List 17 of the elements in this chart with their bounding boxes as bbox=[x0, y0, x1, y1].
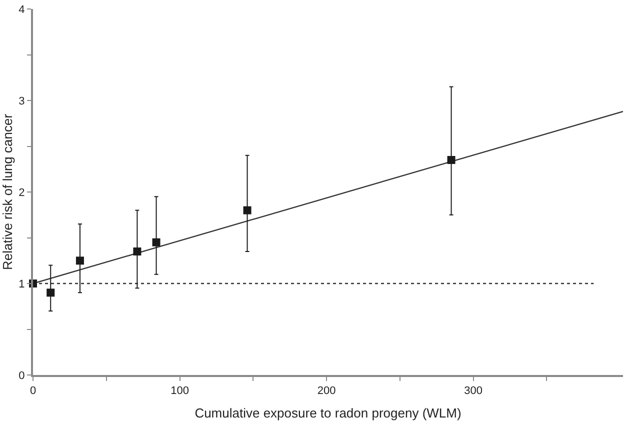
x-tick-label: 300 bbox=[464, 385, 482, 398]
y-tick-label: 2 bbox=[18, 186, 25, 199]
point bbox=[243, 206, 252, 214]
y-tick-label: 3 bbox=[18, 95, 25, 108]
y-tick-label: 1 bbox=[18, 278, 25, 290]
point bbox=[76, 256, 84, 265]
point bbox=[133, 247, 142, 256]
point bbox=[152, 238, 160, 246]
point bbox=[46, 288, 55, 297]
x-tick-label: 0 bbox=[30, 385, 36, 398]
x-axis-title: Cumulative exposure to radon progeny (WLM) bbox=[194, 405, 462, 420]
y-tick-label: 4 bbox=[18, 4, 25, 16]
y-tick-label: 0 bbox=[18, 370, 25, 382]
x-tick-label: 100 bbox=[170, 385, 189, 398]
y-axis-title: Relative risk of lung cancer bbox=[0, 113, 15, 270]
x-tick-label: 200 bbox=[317, 385, 336, 398]
point bbox=[447, 156, 456, 164]
